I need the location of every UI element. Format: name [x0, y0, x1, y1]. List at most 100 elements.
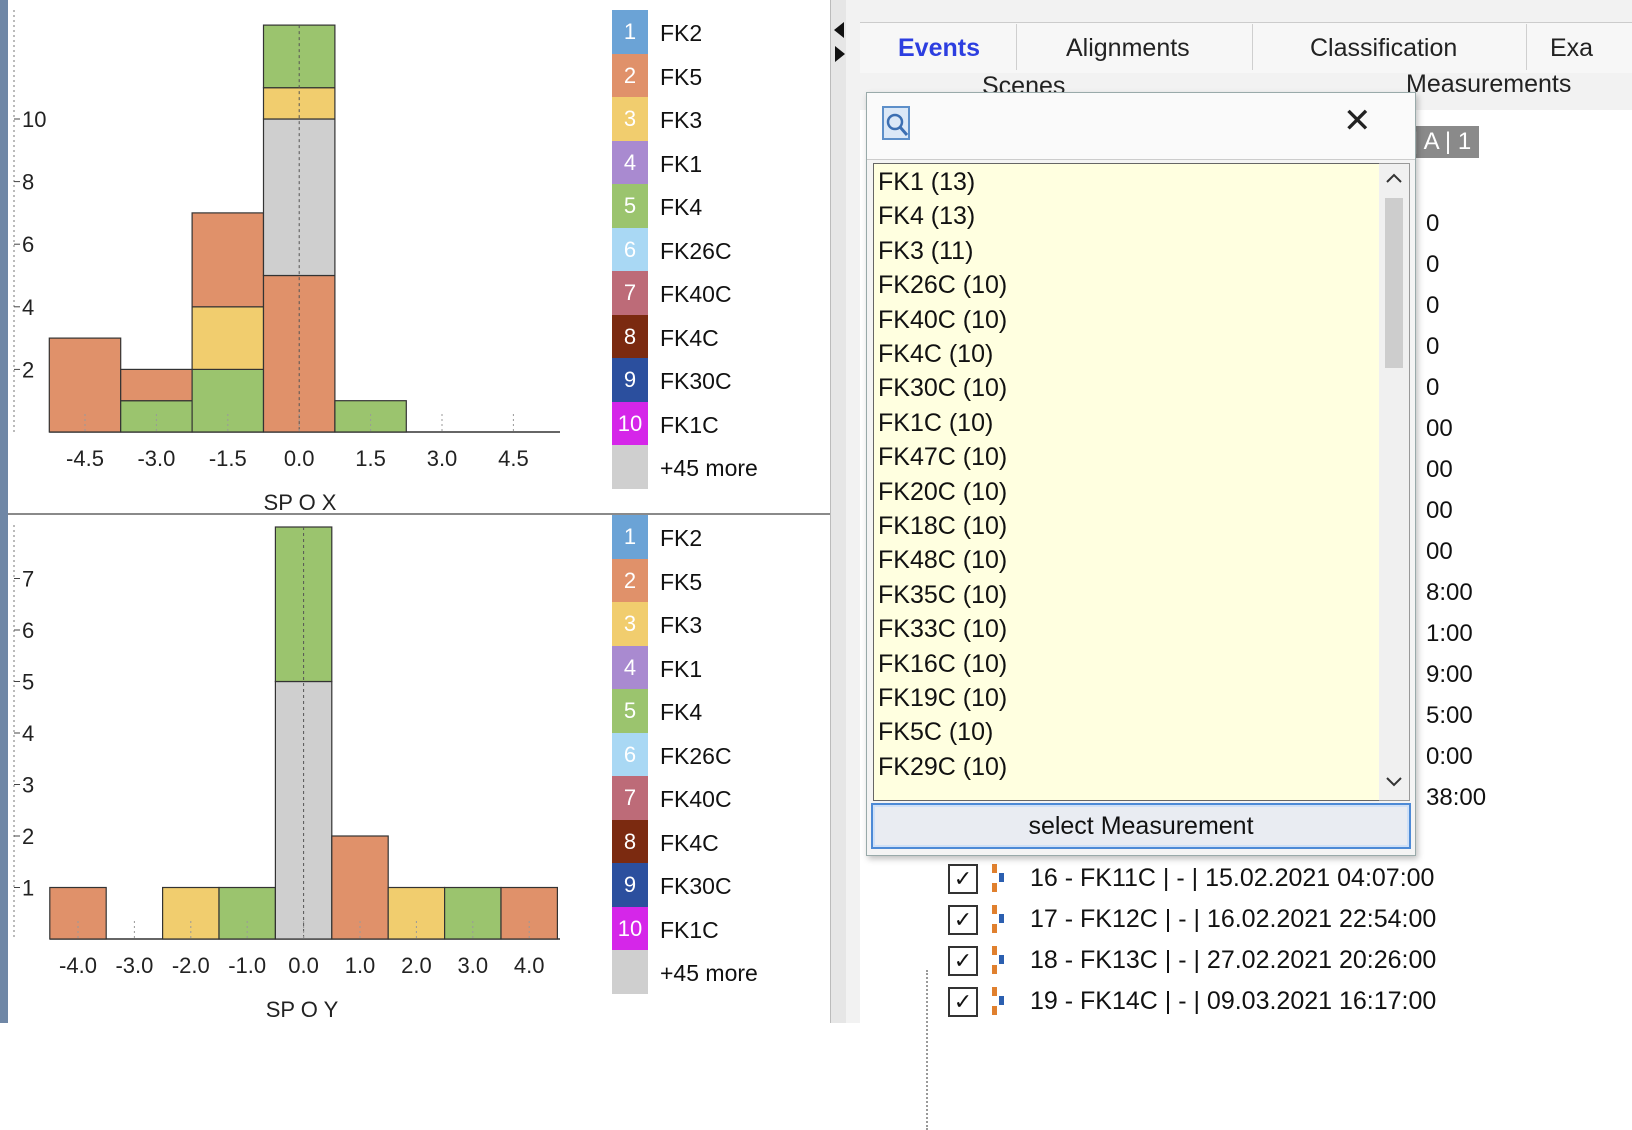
bar-segment[interactable] [191, 306, 265, 370]
bar-segment[interactable] [162, 886, 220, 940]
measurement-list-item[interactable]: FK47C (10) [878, 443, 1008, 472]
legend-item[interactable]: 8 FK4C [612, 314, 832, 359]
checkbox[interactable]: ✓ [948, 864, 978, 894]
legend-swatch: 2 [612, 53, 648, 98]
legend-item[interactable]: 6 FK26C [612, 732, 832, 777]
legend-swatch: 7 [612, 271, 648, 315]
legend-item[interactable]: 4 FK1 [612, 140, 832, 185]
legend-item[interactable]: 1 FK2 [612, 10, 832, 54]
measurement-list-item[interactable]: FK30C (10) [878, 374, 1008, 403]
event-row[interactable]: ✓ 17 - FK12C | - | 16.02.2021 22:54:00 [948, 901, 1632, 941]
bar-segment[interactable] [120, 368, 193, 402]
y-tick-label: 5 [22, 670, 34, 695]
bar-segment[interactable] [262, 118, 336, 277]
tab-alignments[interactable]: Alignments [1066, 34, 1190, 62]
checkbox[interactable]: ✓ [948, 987, 978, 1017]
histogram-pane: -4.5 -3.0 -1.5 0.0 1.5 3.0 4.5 2 4 6 8 10 SP O X 1 FK… [0, 0, 830, 1023]
legend-item[interactable]: 9 FK30C [612, 358, 832, 402]
measurement-list-item[interactable]: FK29C (10) [878, 752, 1008, 781]
bar-segment[interactable] [191, 212, 265, 308]
event-row[interactable]: ✓ 18 - FK13C | - | 27.02.2021 20:26:00 [948, 942, 1632, 982]
measurement-list-item[interactable]: FK48C (10) [878, 546, 1008, 575]
bar-segment[interactable] [331, 835, 389, 940]
measurement-list-item[interactable]: FK16C (10) [878, 649, 1008, 678]
y-tick-label: 3 [22, 773, 34, 798]
expand-right-arrow-icon[interactable] [835, 46, 845, 62]
measurement-list-item[interactable]: FK26C (10) [878, 271, 1008, 300]
bar-segment[interactable] [49, 886, 107, 940]
y-tick-label: 2 [22, 824, 34, 849]
list-scrollbar[interactable] [1379, 163, 1410, 801]
legend-item[interactable]: 7 FK40C [612, 776, 832, 820]
bar-segment[interactable] [334, 400, 407, 433]
bar-segment[interactable] [387, 886, 446, 940]
legend-label: FK3 [660, 107, 703, 133]
close-icon[interactable]: ✕ [1343, 102, 1372, 140]
legend-item[interactable]: 5 FK4 [612, 689, 832, 733]
legend-item[interactable]: 3 FK3 [612, 97, 832, 141]
tab-classification[interactable]: Classification [1310, 34, 1458, 62]
legend-item[interactable]: 3 FK3 [612, 602, 832, 646]
bar-segment[interactable] [444, 886, 502, 940]
legend-label: FK30C [660, 873, 732, 899]
bar-segment[interactable] [500, 886, 559, 940]
legend-item[interactable]: 10 FK1C [612, 401, 832, 446]
bar-segment[interactable] [274, 526, 333, 683]
bar-segment[interactable] [262, 274, 336, 433]
measurement-list-item[interactable]: FK40C (10) [878, 305, 1008, 334]
measurement-list-item[interactable]: FK33C (10) [878, 615, 1008, 644]
y-tick-label: 1 [22, 876, 34, 901]
scroll-down-icon[interactable] [1385, 776, 1403, 788]
measurement-list-item[interactable]: FK19C (10) [878, 684, 1008, 712]
histogram-x[interactable]: -4.5 -3.0 -1.5 0.0 1.5 3.0 4.5 2 4 6 8 10 SP O X [10, 0, 610, 512]
tab-bar [860, 22, 1632, 73]
measurement-list-item[interactable]: FK1C (10) [878, 408, 994, 437]
legend-item[interactable]: +45 more [612, 950, 832, 994]
tab-measurements[interactable]: Measurements [1406, 70, 1572, 98]
event-row[interactable]: ✓ 16 - FK11C | - | 15.02.2021 04:07:00 [948, 860, 1632, 900]
measurement-list-item[interactable]: FK35C (10) [878, 580, 1008, 609]
bar-segment[interactable] [48, 337, 122, 433]
legend-item[interactable]: +45 more [612, 445, 832, 489]
measurement-list-item[interactable]: FK3 (11) [878, 236, 974, 265]
legend-swatch: 3 [612, 602, 648, 646]
legend-swatch: 9 [612, 358, 648, 402]
panel-divider[interactable] [8, 513, 830, 515]
collapse-left-arrow-icon[interactable] [834, 22, 844, 38]
scroll-thumb[interactable] [1385, 198, 1403, 368]
legend-item[interactable]: 4 FK1 [612, 645, 832, 690]
legend-item[interactable]: 10 FK1C [612, 906, 832, 951]
legend-item[interactable]: 7 FK40C [612, 271, 832, 315]
tab-exa[interactable]: Exa [1550, 34, 1594, 62]
tab-events[interactable]: Events [898, 34, 980, 62]
legend-item[interactable]: 8 FK4C [612, 819, 832, 864]
legend-item[interactable]: 2 FK5 [612, 53, 832, 98]
measurement-list-item[interactable]: FK18C (10) [878, 512, 1008, 540]
event-icon [992, 987, 1004, 1015]
bar-segment[interactable] [218, 886, 277, 940]
legend-item[interactable]: 1 FK2 [612, 515, 832, 559]
measurement-list-item[interactable]: FK20C (10) [878, 477, 1008, 506]
bar-segment[interactable] [191, 368, 265, 433]
bar-segment[interactable] [120, 400, 193, 433]
legend-item[interactable]: 5 FK4 [612, 184, 832, 228]
x-tick-label: -1.0 [228, 953, 266, 978]
checkbox[interactable]: ✓ [948, 905, 978, 935]
legend-item[interactable]: 9 FK30C [612, 863, 832, 907]
event-row[interactable]: ✓ 19 - FK14C | - | 09.03.2021 16:17:00 [948, 983, 1632, 1023]
histogram-y[interactable]: -4.0 -3.0 -2.0 -1.0 0.0 1.0 2.0 3.0 4.0 1 2 3 4 5 6 7 SP… [10, 515, 610, 1023]
legend-swatch: 10 [612, 401, 648, 446]
legend-item[interactable]: 6 FK26C [612, 227, 832, 272]
scroll-up-icon[interactable] [1385, 172, 1403, 184]
legend-item[interactable]: 2 FK5 [612, 558, 832, 603]
checkbox[interactable]: ✓ [948, 946, 978, 976]
measurement-list-item[interactable]: FK4 (13) [878, 202, 976, 231]
legend-label: FK40C [660, 281, 732, 307]
select-measurement-button[interactable]: select Measurement [871, 803, 1411, 849]
measurement-list-item[interactable]: FK1 (13) [878, 168, 976, 196]
legend-label: FK4 [660, 699, 703, 725]
legend-label: FK5 [660, 63, 703, 90]
measurement-list-item[interactable]: FK5C (10) [878, 718, 994, 747]
measurement-list[interactable]: FK1 (13) FK4 (13) FK3 (11) FK26C (10) FK40C … [873, 163, 1381, 801]
measurement-list-item[interactable]: FK4C (10) [878, 340, 994, 368]
